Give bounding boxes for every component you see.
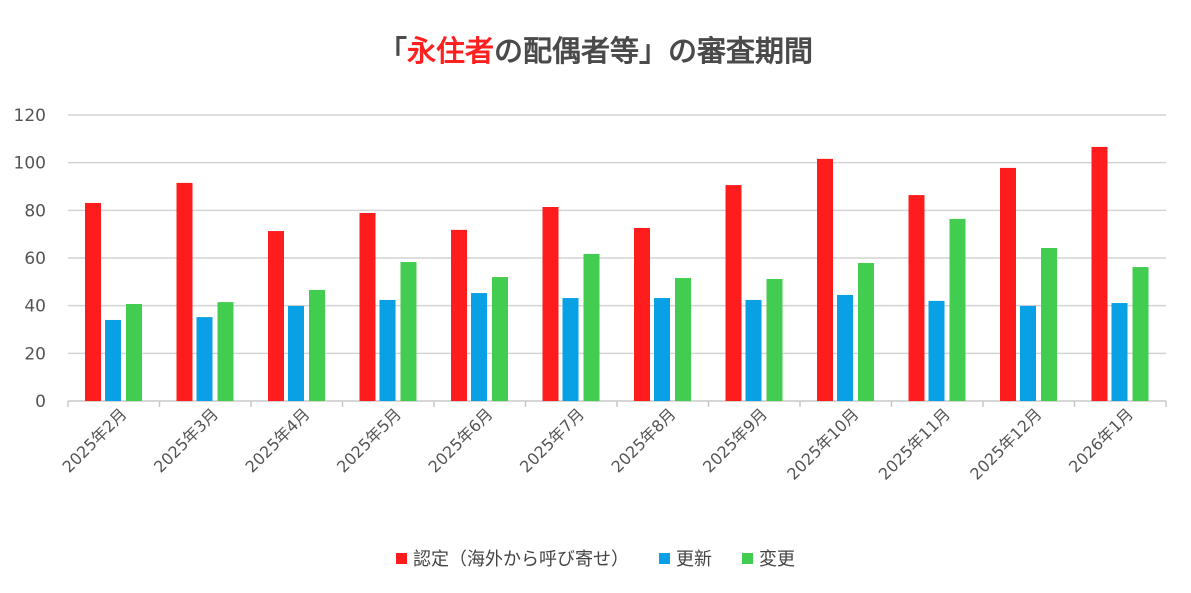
legend-item-koushin: 更新 xyxy=(659,545,712,571)
bar-henkou xyxy=(1132,267,1149,401)
legend-swatch xyxy=(659,552,670,564)
bar-koushin xyxy=(837,294,853,401)
y-tick-label: 60 xyxy=(24,249,46,269)
x-tick-label: 2025年4月 xyxy=(242,404,314,476)
bar-koushin xyxy=(745,299,762,401)
legend: 認定（海外から呼び寄せ） 更新 変更 xyxy=(0,545,1191,571)
y-tick-label: 120 xyxy=(14,106,46,126)
bar-henkou xyxy=(583,253,600,401)
title-part-1: 「 xyxy=(377,34,407,68)
bar-koushin xyxy=(196,317,213,401)
legend-item-nintei: 認定（海外から呼び寄せ） xyxy=(396,545,629,571)
bar-henkou xyxy=(858,263,874,401)
bar-henkou xyxy=(1041,247,1057,401)
bar-henkou xyxy=(492,277,508,401)
bar-nintei xyxy=(176,182,193,401)
bar-koushin xyxy=(1111,303,1128,401)
bar-koushin xyxy=(379,299,396,401)
x-tick-label: 2025年11月 xyxy=(875,404,954,483)
bar-koushin xyxy=(471,293,487,401)
y-tick-label: 20 xyxy=(24,344,46,364)
title-highlight: 永住者 xyxy=(406,34,494,68)
x-tick-label: 2025年7月 xyxy=(516,404,588,476)
legend-label: 変更 xyxy=(759,549,795,570)
x-tick-label: 2025年5月 xyxy=(333,404,405,476)
bar-henkou xyxy=(126,303,142,401)
bar-nintei xyxy=(1091,146,1108,401)
y-tick-label: 0 xyxy=(35,392,46,412)
legend-swatch xyxy=(396,552,407,564)
x-tick-label: 2026年1月 xyxy=(1065,404,1137,476)
bar-nintei xyxy=(542,206,559,401)
bar-nintei xyxy=(359,212,376,401)
bar-koushin xyxy=(654,298,670,401)
bar-henkou xyxy=(675,278,691,401)
bar-henkou xyxy=(309,289,325,401)
chart-title: 「永住者の配偶者等」の審査期間 xyxy=(0,28,1191,70)
bar-nintei xyxy=(85,202,101,401)
bar-henkou xyxy=(949,218,966,401)
y-tick-label: 80 xyxy=(24,201,46,221)
y-tick-label: 100 xyxy=(14,154,46,174)
legend-item-henkou: 変更 xyxy=(742,545,795,571)
x-tick-label: 2025年8月 xyxy=(608,404,680,476)
bar-henkou xyxy=(766,278,783,401)
bar-nintei xyxy=(634,227,650,401)
bar-koushin xyxy=(105,319,121,401)
bar-nintei xyxy=(725,185,742,401)
legend-label: 認定（海外から呼び寄せ） xyxy=(413,549,629,570)
x-tick-label: 2025年2月 xyxy=(59,404,131,476)
bar-henkou xyxy=(217,302,234,401)
legend-swatch xyxy=(742,552,753,564)
bar-koushin xyxy=(562,298,579,401)
bar-koushin xyxy=(1020,305,1036,401)
bar-nintei xyxy=(451,229,467,401)
bar-nintei xyxy=(268,231,284,401)
bar-nintei xyxy=(1000,167,1016,401)
bar-henkou xyxy=(400,262,417,401)
x-tick-label: 2025年3月 xyxy=(150,404,222,476)
bar-nintei xyxy=(908,195,925,401)
bar-nintei xyxy=(817,158,833,401)
x-tick-label: 2025年10月 xyxy=(783,404,862,483)
x-tick-label: 2025年12月 xyxy=(966,404,1045,483)
x-tick-label: 2025年9月 xyxy=(699,404,771,476)
legend-label: 更新 xyxy=(676,549,712,570)
bar-koushin xyxy=(928,300,945,401)
title-part-3: の配偶者等」の審査期間 xyxy=(494,34,814,68)
x-tick-label: 2025年6月 xyxy=(425,404,497,476)
y-tick-label: 40 xyxy=(24,297,46,317)
bar-koushin xyxy=(288,305,304,401)
